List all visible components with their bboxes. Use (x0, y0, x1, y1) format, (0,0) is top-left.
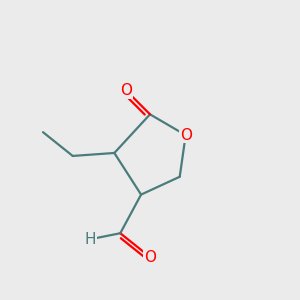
Text: O: O (144, 250, 156, 265)
Text: O: O (120, 83, 132, 98)
Text: H: H (85, 232, 96, 247)
Text: O: O (180, 128, 192, 142)
